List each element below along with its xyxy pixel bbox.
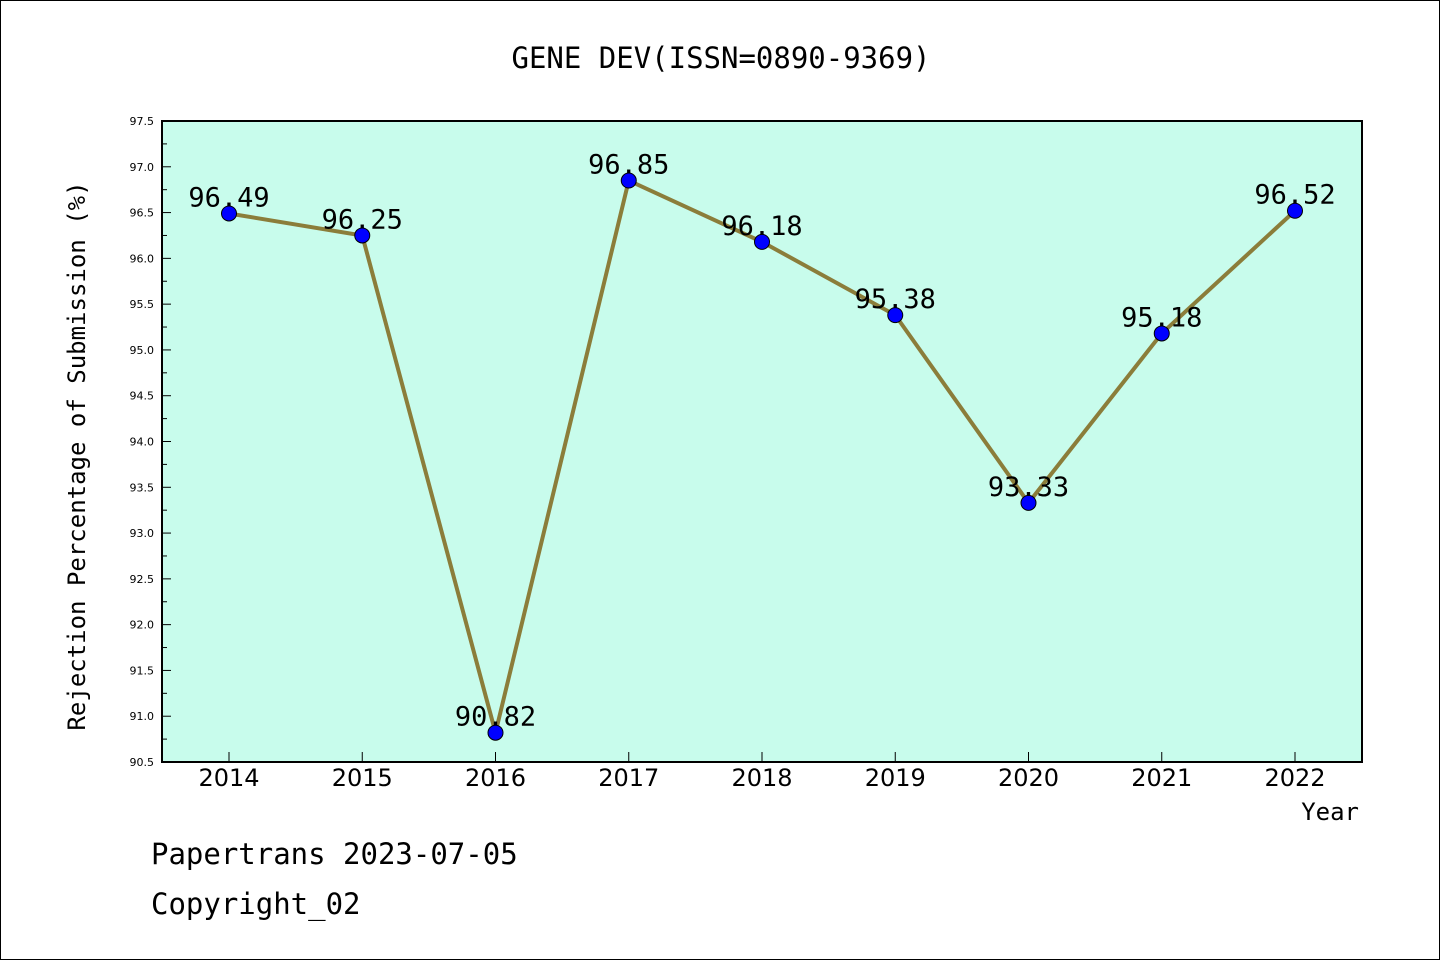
x-tick-label: 2019	[865, 764, 926, 792]
x-axis-label: Year	[1301, 798, 1359, 826]
y-tick-label: 95.5	[130, 298, 155, 311]
data-points	[221, 172, 1303, 741]
footer-copyright: Copyright_02	[151, 887, 361, 921]
x-axis-ticks: 2014 2015 2016 2017 2018 2019 2020 2021 2022	[198, 752, 1326, 792]
y-tick-label: 96.5	[130, 207, 155, 220]
y-tick-label: 97.0	[130, 161, 155, 174]
data-point	[1020, 494, 1037, 511]
data-point	[1287, 202, 1303, 219]
y-tick-label: 94.5	[130, 390, 155, 403]
data-point	[754, 233, 770, 250]
data-label: 95.38	[855, 284, 936, 315]
data-point	[487, 724, 504, 741]
data-label: 96.18	[721, 211, 802, 242]
data-point	[354, 227, 371, 244]
y-tick-label: 95.0	[130, 344, 155, 357]
x-tick-label: 2014	[198, 764, 259, 792]
data-labels: 96.49 96.25 90.82 96.85 96.18 95.38 93.33 95.18…	[188, 150, 1335, 733]
y-axis-label: Rejection Percentage of Submission (%)	[63, 181, 91, 730]
x-tick-label: 2018	[731, 764, 792, 792]
data-label: 95.18	[1121, 302, 1202, 333]
y-tick-label: 91.0	[130, 710, 155, 723]
y-tick-label: 97.5	[130, 115, 155, 128]
data-point	[1153, 325, 1170, 342]
y-axis-ticks: 90.5 91.0 91.5 92.0 92.5 93.0 93.5 94.0 94.5 95.0…	[130, 115, 171, 769]
x-tick-label: 2022	[1264, 764, 1325, 792]
y-tick-label: 92.0	[130, 619, 155, 632]
y-tick-label: 90.5	[130, 756, 155, 769]
y-tick-label: 93.5	[130, 481, 155, 494]
y-tick-label: 94.0	[130, 436, 155, 449]
x-tick-label: 2017	[598, 764, 659, 792]
data-point	[620, 172, 637, 189]
y-tick-label: 93.0	[130, 527, 155, 540]
data-label: 96.25	[322, 204, 403, 235]
x-tick-label: 2016	[465, 764, 526, 792]
y-tick-label: 92.5	[130, 573, 155, 586]
data-point	[221, 205, 237, 222]
footer-date: Papertrans 2023-07-05	[151, 837, 518, 871]
data-point	[887, 307, 904, 324]
data-label: 96.85	[588, 150, 669, 181]
data-label: 96.52	[1254, 180, 1335, 211]
y-tick-label: 96.0	[130, 252, 155, 265]
x-tick-label: 2021	[1131, 764, 1192, 792]
data-label: 96.49	[188, 182, 269, 213]
x-tick-label: 2020	[998, 764, 1059, 792]
data-label: 93.33	[988, 472, 1069, 503]
y-tick-label: 91.5	[130, 664, 155, 677]
chart-title: GENE DEV(ISSN=0890-9369)	[511, 41, 930, 75]
x-tick-label: 2015	[332, 764, 393, 792]
data-label: 90.82	[455, 702, 536, 733]
